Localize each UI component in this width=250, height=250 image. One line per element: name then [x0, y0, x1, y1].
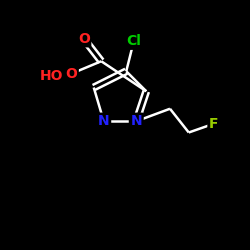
Text: O: O — [65, 67, 77, 81]
Text: O: O — [78, 32, 90, 46]
Text: F: F — [209, 117, 218, 131]
Text: N: N — [130, 114, 142, 128]
Text: HO: HO — [40, 69, 63, 83]
Text: Cl: Cl — [126, 34, 141, 48]
Text: N: N — [98, 114, 110, 128]
